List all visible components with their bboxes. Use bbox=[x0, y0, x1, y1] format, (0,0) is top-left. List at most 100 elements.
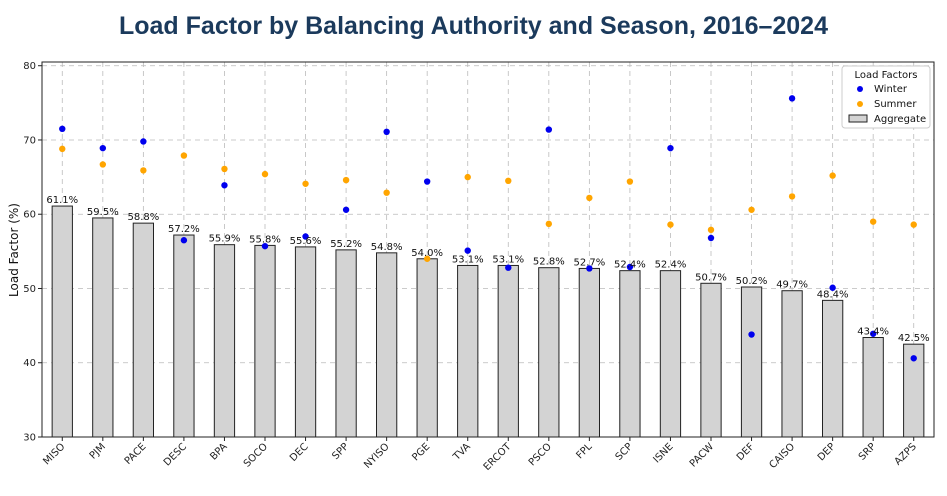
x-tick-label: DESC bbox=[162, 441, 189, 468]
bar-isne bbox=[659, 270, 682, 438]
x-tick-label: SRP bbox=[857, 441, 878, 462]
bar-value-label: 52.7% bbox=[573, 257, 605, 268]
bar-ercot bbox=[497, 264, 519, 438]
bar-psco bbox=[538, 267, 560, 438]
winter-point bbox=[423, 178, 431, 185]
winter-point bbox=[180, 237, 188, 244]
winter-point bbox=[869, 330, 877, 337]
legend-winter-marker bbox=[857, 86, 863, 92]
winter-point bbox=[221, 182, 228, 189]
y-axis-label: Load Factor (%) bbox=[7, 203, 21, 297]
bar-value-label: 55.2% bbox=[330, 239, 362, 250]
winter-point bbox=[586, 265, 593, 272]
x-tick-label: MISO bbox=[41, 441, 67, 467]
x-tick-label: PGE bbox=[410, 441, 432, 463]
x-tick-label: PACW bbox=[688, 441, 716, 469]
bar-value-label: 52.8% bbox=[533, 257, 565, 268]
bar-value-label: 59.5% bbox=[87, 207, 119, 218]
summer-point bbox=[505, 177, 512, 185]
bar-pge bbox=[416, 258, 438, 438]
bar-value-label: 49.7% bbox=[776, 280, 808, 291]
bar-dep bbox=[822, 299, 844, 438]
bar-pace bbox=[132, 222, 155, 438]
winter-point bbox=[829, 284, 836, 291]
x-tick-label: SCP bbox=[614, 441, 635, 462]
summer-point bbox=[59, 145, 66, 153]
bar-srp bbox=[862, 336, 884, 438]
x-tick-label: BPA bbox=[208, 441, 229, 462]
winter-point bbox=[59, 125, 66, 133]
summer-point bbox=[788, 193, 796, 200]
x-tick-label: ISNE bbox=[651, 441, 675, 465]
bar-caiso bbox=[781, 290, 803, 438]
winter-point bbox=[342, 206, 350, 213]
summer-point bbox=[626, 178, 634, 185]
winter-point bbox=[261, 242, 269, 250]
bar-value-label: 50.2% bbox=[736, 276, 768, 287]
bar-value-label: 54.8% bbox=[371, 242, 403, 253]
bar-value-label: 52.4% bbox=[614, 260, 646, 271]
winter-point bbox=[140, 138, 147, 145]
summer-point bbox=[586, 194, 593, 202]
winter-point bbox=[748, 331, 755, 338]
bar-value-label: 61.1% bbox=[46, 195, 78, 206]
x-tick-label: NYISO bbox=[362, 441, 392, 471]
x-tick-label: PACE bbox=[123, 441, 149, 467]
summer-point bbox=[99, 161, 107, 168]
bar-value-label: 57.2% bbox=[168, 224, 200, 235]
winter-point bbox=[667, 144, 674, 152]
chart-title: Load Factor by Balancing Authority and S… bbox=[118, 12, 828, 40]
winter-point bbox=[383, 128, 390, 136]
plot-frame bbox=[41, 61, 935, 438]
summer-point bbox=[667, 221, 674, 228]
bar-miso bbox=[51, 205, 73, 438]
bar-value-label: 55.9% bbox=[209, 234, 241, 245]
bar-tva bbox=[457, 264, 479, 438]
winter-point bbox=[545, 126, 553, 133]
winter-point bbox=[505, 264, 512, 271]
summer-point bbox=[748, 206, 755, 213]
bar-bpa bbox=[213, 244, 236, 438]
bar-pjm bbox=[92, 217, 114, 438]
bar-spp bbox=[335, 249, 357, 438]
summer-point bbox=[707, 226, 715, 234]
x-tick-label: AZPS bbox=[893, 441, 919, 467]
x-tick-label: DEF bbox=[735, 441, 757, 463]
legend: Load Factors Winter Summer Aggregate bbox=[841, 65, 931, 129]
bar-value-label: 55.8% bbox=[249, 234, 281, 245]
summer-point bbox=[302, 180, 309, 187]
bar-value-label: 50.7% bbox=[695, 272, 727, 283]
bar-value-label: 48.4% bbox=[817, 289, 849, 300]
bar-fpl bbox=[578, 267, 601, 438]
x-tick-label: ERCOT bbox=[482, 441, 514, 473]
legend-winter-label: Winter bbox=[874, 84, 908, 95]
x-tick-label: PJM bbox=[88, 441, 108, 461]
x-tick-label: DEP bbox=[816, 441, 838, 463]
bar-dec bbox=[294, 246, 317, 438]
y-tick-label: 80 bbox=[23, 61, 36, 72]
x-tick-label: TVA bbox=[451, 441, 473, 463]
x-tick-label: PSCO bbox=[527, 441, 554, 468]
x-tick-label: FPL bbox=[574, 441, 594, 461]
bar-value-label: 55.6% bbox=[290, 236, 322, 247]
x-tick-label: SOCO bbox=[242, 441, 270, 469]
summer-point bbox=[221, 165, 228, 173]
x-tick-label: DEC bbox=[288, 441, 311, 464]
winter-point bbox=[707, 234, 715, 242]
winter-point bbox=[910, 355, 917, 362]
y-tick-label: 50 bbox=[23, 284, 36, 295]
x-tick-label: CAISO bbox=[768, 441, 798, 471]
summer-point bbox=[910, 221, 917, 228]
bar-def bbox=[740, 286, 763, 438]
summer-point bbox=[261, 170, 269, 178]
bar-desc bbox=[173, 234, 195, 438]
summer-point bbox=[342, 176, 350, 184]
bar-pacw bbox=[700, 282, 722, 438]
bar-value-label: 53.1% bbox=[452, 254, 484, 265]
bar-value-label: 42.5% bbox=[898, 333, 930, 344]
summer-point bbox=[545, 220, 553, 228]
bar-value-label: 58.8% bbox=[127, 212, 159, 223]
bar-soco bbox=[254, 244, 276, 438]
winter-point bbox=[788, 95, 796, 102]
